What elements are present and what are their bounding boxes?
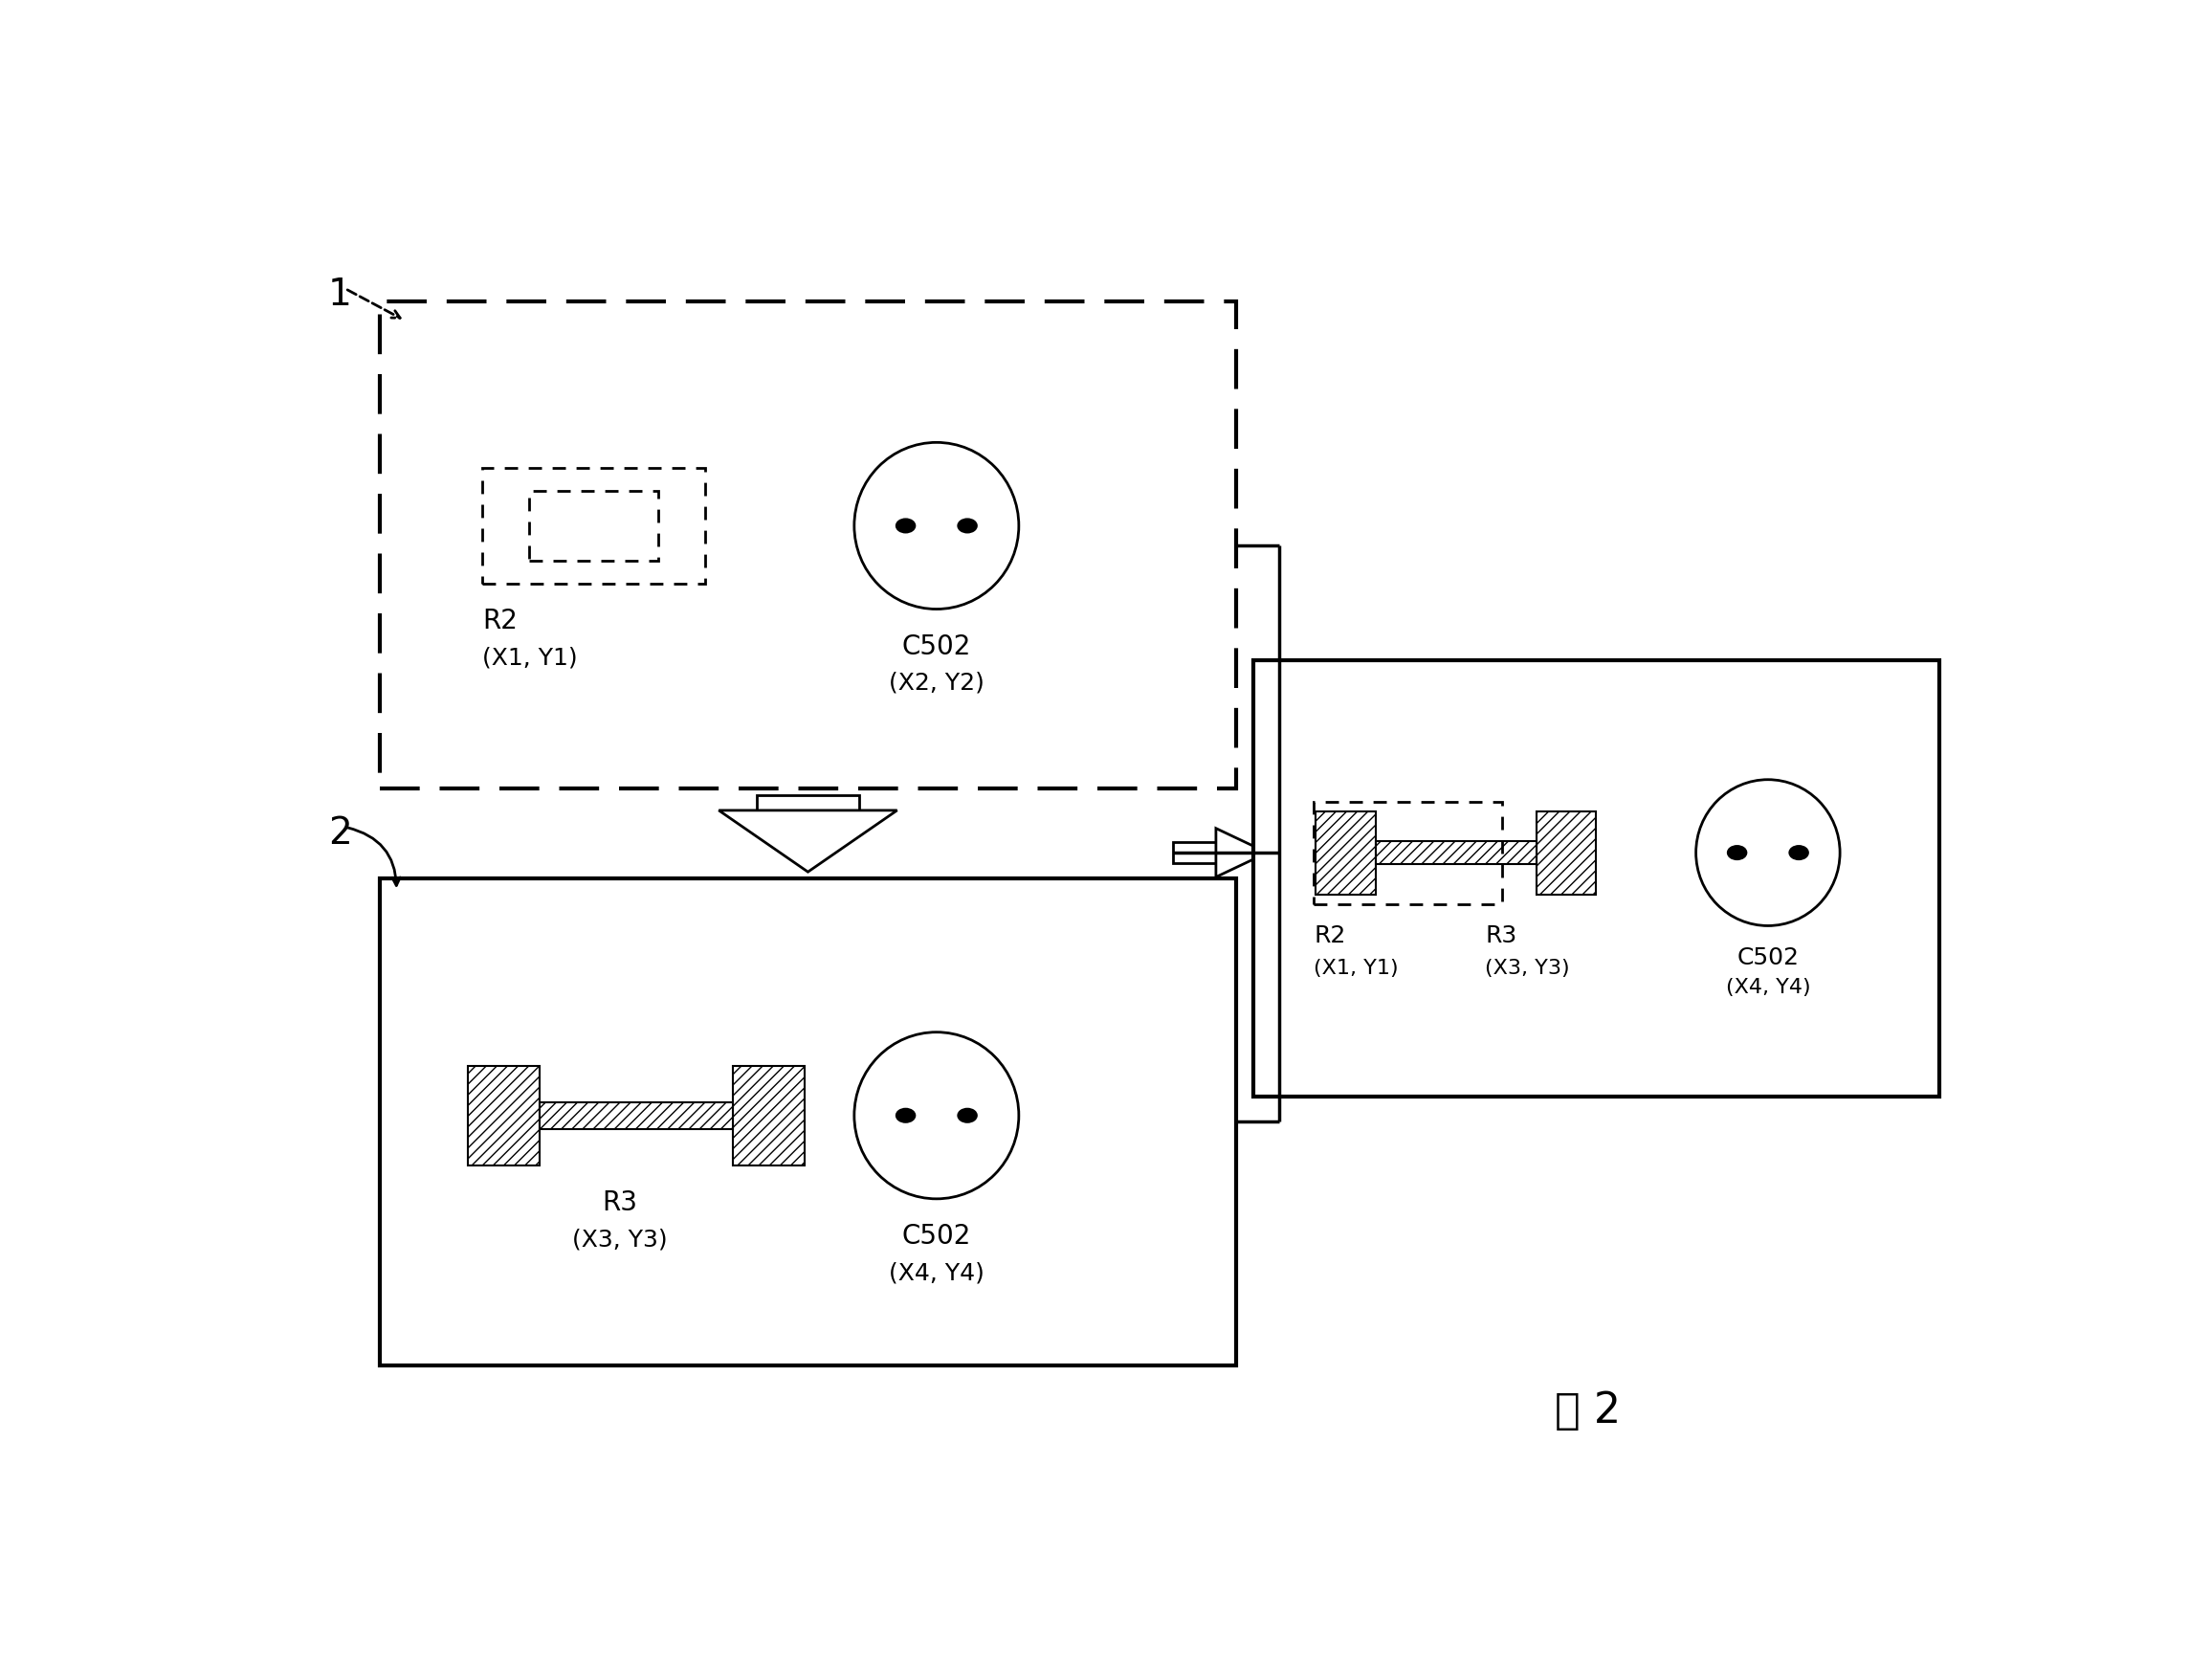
Text: R3: R3 — [602, 1188, 637, 1216]
Text: (X1, Y1): (X1, Y1) — [482, 646, 577, 669]
Circle shape — [958, 1108, 978, 1123]
Text: (X2, Y2): (X2, Y2) — [889, 671, 984, 694]
Bar — [380, 879, 1237, 1366]
Ellipse shape — [854, 1032, 1020, 1200]
Text: (X3, Y3): (X3, Y3) — [571, 1228, 668, 1250]
Text: 2: 2 — [327, 815, 352, 850]
Ellipse shape — [854, 443, 1020, 609]
Bar — [540, 1102, 732, 1130]
Circle shape — [1790, 845, 1809, 860]
Bar — [732, 1067, 805, 1166]
Text: C502: C502 — [902, 1221, 971, 1250]
Bar — [1376, 842, 1537, 864]
Text: C502: C502 — [902, 632, 971, 659]
Polygon shape — [1217, 829, 1267, 877]
Text: (X4, Y4): (X4, Y4) — [889, 1261, 984, 1283]
Circle shape — [896, 1108, 916, 1123]
Text: 图 2: 图 2 — [1555, 1389, 1621, 1431]
Text: R2: R2 — [1314, 924, 1345, 947]
Ellipse shape — [1697, 780, 1840, 927]
Polygon shape — [719, 810, 898, 872]
Bar — [1172, 844, 1225, 864]
Text: 1: 1 — [327, 276, 352, 313]
Text: (X4, Y4): (X4, Y4) — [1725, 977, 1809, 997]
Circle shape — [896, 519, 916, 534]
Bar — [1254, 661, 1940, 1097]
Text: C502: C502 — [1736, 945, 1798, 968]
Circle shape — [958, 519, 978, 534]
Text: R3: R3 — [1484, 924, 1517, 947]
Bar — [1537, 812, 1597, 895]
Bar — [1316, 812, 1376, 895]
Circle shape — [1728, 845, 1747, 860]
Text: R2: R2 — [482, 607, 518, 634]
Bar — [757, 795, 860, 810]
Text: (X3, Y3): (X3, Y3) — [1484, 958, 1571, 977]
Bar — [469, 1067, 540, 1166]
Text: (X1, Y1): (X1, Y1) — [1314, 958, 1398, 977]
